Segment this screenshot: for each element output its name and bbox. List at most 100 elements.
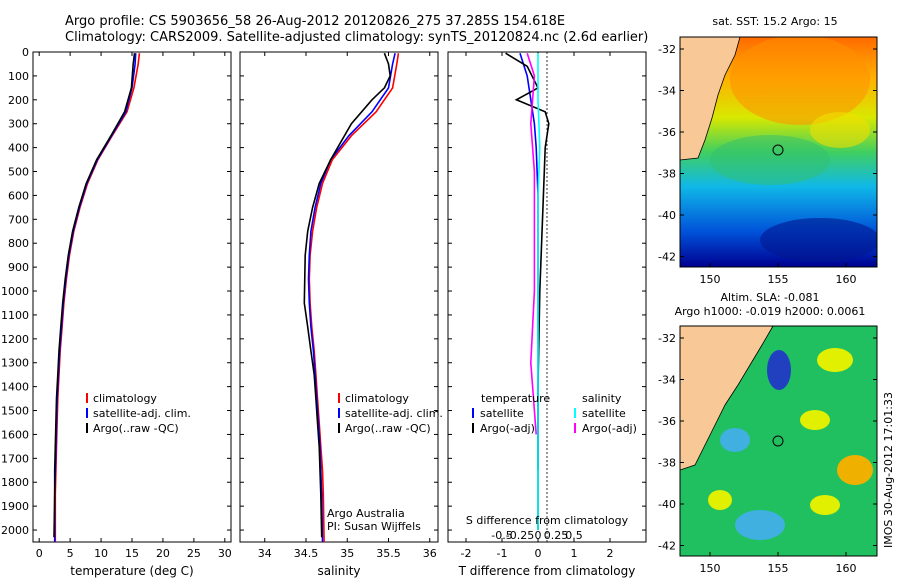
salinity-panel: 34 34.5 35 35.5 36 salinity climatology sate…	[239, 51, 443, 578]
lon-tick-label: 155	[768, 562, 789, 575]
series-line-argo-raw-qc-	[53, 53, 136, 538]
lat-tick-label: -36	[658, 415, 676, 428]
legend-title-salinity: salinity	[582, 392, 622, 405]
depth-tick-label: 800	[8, 237, 29, 250]
sla-high-4	[810, 495, 840, 515]
sla-coastline	[680, 326, 774, 471]
salinity-xlabel: salinity	[317, 564, 360, 578]
difference-series	[505, 52, 550, 530]
lat-tick-label: -36	[658, 126, 676, 139]
sla-high-3	[837, 455, 873, 485]
sst-green-patch	[710, 135, 830, 185]
s-difference-tick-label: -0.25	[506, 529, 534, 542]
difference-x-axis: -2 -1 0 1 2	[461, 52, 614, 560]
imos-side-label: IMOS 30-Aug-2012 17:01:33	[882, 392, 895, 548]
sla-map-title2: Argo h1000: -0.019 h2000: 0.0061	[675, 305, 866, 318]
depth-tick-label: 700	[8, 213, 29, 226]
lon-tick-label: 150	[700, 562, 721, 575]
temperature-panel: 0100200300400500600700800900100011001200…	[1, 46, 232, 578]
legend-label-argo: Argo(..raw -QC)	[345, 422, 431, 435]
s-difference-ticks: -0.5-0.25 0 0.250.5	[491, 529, 582, 542]
legend-label-t-argo: Argo(-adj)	[480, 422, 535, 435]
s-difference-label: S difference from climatology	[466, 514, 629, 527]
x-tick-label: 0	[535, 547, 542, 560]
x-tick-label: 2	[607, 547, 614, 560]
sst-warm-patch	[730, 37, 870, 125]
sla-low-3	[735, 510, 785, 540]
lat-tick-label: -42	[658, 251, 676, 264]
depth-tick-label: 600	[8, 189, 29, 202]
lat-tick-label: -34	[658, 374, 676, 387]
x-tick-label: 1	[571, 547, 578, 560]
sst-map-title: sat. SST: 15.2 Argo: 15	[712, 15, 837, 28]
legend-label-climatology: climatology	[345, 392, 409, 405]
x-tick-label: -2	[461, 547, 472, 560]
legend-label-t-satellite: satellite	[480, 407, 524, 420]
salinity-series	[303, 52, 400, 543]
sla-axis-ticks: -32 -34 -36 -38 -40 -42 150 155 160	[658, 332, 877, 575]
x-tick-label: 25	[187, 547, 201, 560]
legend-label-s-satellite: satellite	[582, 407, 626, 420]
temperature-series	[53, 53, 141, 542]
depth-tick-label: 1300	[1, 357, 29, 370]
x-tick-label: 36	[423, 547, 437, 560]
credit-line2: PI: Susan Wijffels	[327, 520, 421, 533]
lon-tick-label: 150	[700, 273, 721, 286]
lat-tick-label: -32	[658, 43, 676, 56]
figure-title-line2: Climatology: CARS2009. Satellite-adjuste…	[65, 30, 648, 45]
depth-tick-label: 1800	[1, 476, 29, 489]
s-difference-tick-label: 0	[535, 529, 542, 542]
x-tick-label: 20	[156, 547, 170, 560]
sla-high-2	[800, 410, 830, 430]
depth-tick-label: 1500	[1, 405, 29, 418]
salinity-x-axis: 34 34.5 35 35.5 36	[258, 52, 437, 560]
depth-tick-label: 300	[8, 118, 29, 131]
sla-high-1	[817, 348, 853, 372]
salinity-depth-ticks	[240, 51, 438, 531]
difference-depth-ticks	[448, 51, 646, 531]
s-difference-tick-label: 0.25	[544, 529, 569, 542]
temperature-xlabel: temperature (deg C)	[70, 564, 193, 578]
x-tick-label: 0	[36, 547, 43, 560]
depth-tick-label: 0	[22, 46, 29, 59]
series-line-s-satellite	[537, 53, 541, 530]
temperature-plot-frame	[32, 51, 232, 543]
lat-tick-label: -32	[658, 332, 676, 345]
depth-tick-label: 500	[8, 166, 29, 179]
depth-tick-label: 900	[8, 261, 29, 274]
series-line-s-argo-adj-	[526, 52, 537, 435]
x-tick-label: 35.5	[376, 547, 401, 560]
x-tick-label: -1	[497, 547, 508, 560]
series-line-satellite-adj-clim-	[307, 53, 396, 543]
sst-axis-ticks: -32 -34 -36 -38 -40 -42 150 155 160	[658, 43, 877, 286]
t-difference-label: T difference from climatology	[458, 564, 636, 578]
x-tick-label: 5	[67, 547, 74, 560]
sst-coastline	[680, 37, 741, 161]
sla-map-title1: Altim. SLA: -0.081	[720, 291, 819, 304]
depth-tick-label: 1200	[1, 333, 29, 346]
lon-tick-label: 160	[836, 273, 857, 286]
sla-low-2	[720, 428, 750, 452]
s-difference-tick-label: 0.5	[565, 529, 583, 542]
depth-tick-label: 1400	[1, 381, 29, 394]
difference-legend: temperature salinity satellite Argo(-adj…	[472, 392, 637, 435]
sla-map: Altim. SLA: -0.081 Argo h1000: -0.019 h2…	[658, 291, 878, 575]
depth-tick-label: 1600	[1, 428, 29, 441]
x-tick-label: 15	[125, 547, 139, 560]
lat-tick-label: -38	[658, 168, 676, 181]
lat-tick-label: -40	[658, 209, 676, 222]
sst-map: sat. SST: 15.2 Argo: 15 -32-34-36-38-40-…	[658, 15, 878, 286]
depth-axis: 0 100 200 300 400 500 600 700 800 900 1000 1100 1200…	[1, 46, 231, 537]
depth-tick-label: 100	[8, 70, 29, 83]
difference-panel: -2 -1 0 1 2 S difference from climatology -0…	[447, 51, 647, 578]
sla-land	[680, 326, 773, 470]
sla-high-5	[708, 490, 732, 510]
sla-low-1	[767, 350, 791, 390]
legend-title-temperature: temperature	[481, 392, 550, 405]
x-tick-label: 34	[258, 547, 272, 560]
lon-tick-label: 155	[768, 273, 789, 286]
sst-land	[680, 37, 740, 160]
x-tick-label: 10	[94, 547, 108, 560]
lon-tick-label: 160	[836, 562, 857, 575]
